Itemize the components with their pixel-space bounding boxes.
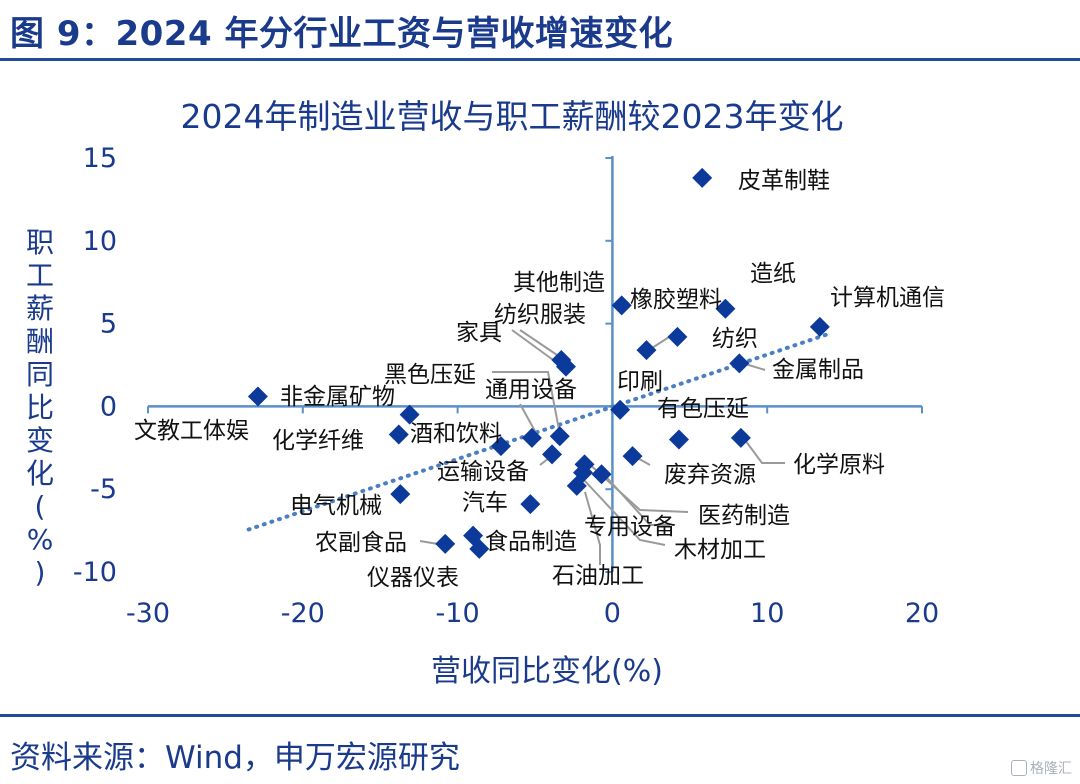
- data-point-label: 文教工体娱: [134, 418, 249, 444]
- y-tick-label: 10: [83, 226, 117, 257]
- points-layer: [247, 167, 830, 559]
- x-tick-label: 10: [750, 598, 784, 629]
- data-point-marker: [729, 353, 750, 374]
- data-point-marker: [247, 386, 268, 407]
- x-axis-title: 营收同比变化(%): [431, 654, 663, 689]
- data-point-marker: [520, 494, 541, 515]
- watermark-logo-icon: [1011, 760, 1027, 776]
- data-point-marker: [469, 538, 490, 559]
- leader-line: [583, 479, 666, 546]
- leader-line: [744, 439, 785, 464]
- y-tick-label: 15: [83, 143, 117, 174]
- data-point-label: 酒和饮料: [410, 421, 502, 447]
- x-tick-label: -20: [281, 598, 325, 629]
- ticks-layer: -30 -20 -10 0 10 20 15 10 5 0 -5 -10: [73, 143, 939, 629]
- data-point-marker: [549, 426, 570, 447]
- data-point-label: 化学纤维: [272, 428, 364, 454]
- chart-title: 2024年制造业营收与职工薪酬较2023年变化: [181, 97, 844, 136]
- data-point-label: 木材加工: [674, 537, 766, 563]
- x-tick-label: -30: [126, 598, 170, 629]
- data-point-label: 农副食品: [315, 530, 407, 556]
- data-point-label: 纺织服装: [494, 302, 586, 328]
- data-point-label: 通用设备: [485, 377, 577, 403]
- data-point-marker: [542, 444, 563, 465]
- x-tick-label: 0: [604, 598, 621, 629]
- data-point-marker: [667, 326, 688, 347]
- title-divider: [0, 58, 1080, 61]
- y-tick-label: -5: [90, 474, 117, 505]
- data-point-label: 电气机械: [290, 493, 382, 519]
- x-tick-label: -10: [436, 598, 480, 629]
- data-point-marker: [636, 340, 657, 361]
- data-point-label: 废弃资源: [664, 462, 756, 488]
- data-point-marker: [730, 427, 751, 448]
- figure-title: 图 9：2024 年分行业工资与营收增速变化: [10, 14, 673, 54]
- data-point-marker: [435, 533, 456, 554]
- data-point-label: 非金属矿物: [280, 384, 395, 410]
- data-point-label: 仪器仪表: [367, 565, 459, 591]
- data-point-marker: [610, 399, 631, 420]
- watermark: 格隆汇: [1011, 758, 1072, 778]
- y-tick-label: 5: [100, 309, 117, 340]
- data-point-marker: [591, 464, 612, 485]
- trendline-layer: [246, 332, 829, 532]
- x-tick-label: 20: [905, 598, 939, 629]
- data-point-marker: [572, 462, 593, 483]
- data-point-label: 家具: [456, 320, 502, 346]
- data-point-label: 皮革制鞋: [738, 168, 830, 194]
- footer-divider: [0, 714, 1080, 717]
- data-point-marker: [555, 356, 576, 377]
- data-point-marker: [521, 427, 542, 448]
- data-point-marker: [668, 429, 689, 450]
- data-point-label: 印刷: [617, 369, 663, 395]
- data-point-label: 医药制造: [698, 503, 790, 529]
- data-point-marker: [622, 446, 643, 467]
- y-tick-label: -10: [73, 557, 117, 588]
- data-point-label: 化学原料: [793, 452, 885, 478]
- source-note: 资料来源：Wind，申万宏源研究: [10, 740, 460, 776]
- data-point-label: 汽车: [462, 490, 508, 516]
- data-point-marker: [692, 167, 713, 188]
- leader-line: [511, 329, 561, 366]
- trendline: [246, 332, 829, 532]
- data-point-label: 金属制品: [772, 357, 864, 383]
- data-point-label: 有色压延: [657, 396, 749, 422]
- data-point-label: 食品制造: [485, 529, 577, 555]
- data-point-label: 造纸: [750, 261, 796, 287]
- leader-line: [492, 371, 561, 436]
- data-point-marker: [715, 298, 736, 319]
- data-point-label: 计算机通信: [830, 285, 945, 311]
- data-point-marker: [611, 295, 632, 316]
- leader-line: [584, 491, 601, 565]
- y-axis-title: 职工薪酬同比变化(%): [26, 226, 54, 589]
- leader-line: [599, 469, 670, 526]
- data-point-label: 石油加工: [552, 563, 644, 589]
- data-point-marker: [809, 316, 830, 337]
- data-point-marker: [399, 404, 420, 425]
- leader-line: [519, 329, 561, 358]
- data-point-label: 纺织: [712, 326, 758, 352]
- data-point-label: 橡胶塑料: [630, 287, 722, 313]
- axes-layer: [147, 156, 923, 573]
- data-point-marker: [490, 436, 511, 457]
- y-tick-label: 0: [100, 391, 117, 422]
- data-point-label: 其他制造: [513, 270, 605, 296]
- data-point-marker: [390, 484, 411, 505]
- data-point-label: 黑色压延: [384, 362, 476, 388]
- watermark-text: 格隆汇: [1030, 761, 1072, 777]
- data-point-marker: [388, 424, 409, 445]
- data-point-label: 运输设备: [437, 459, 529, 485]
- data-point-label: 专用设备: [584, 514, 676, 540]
